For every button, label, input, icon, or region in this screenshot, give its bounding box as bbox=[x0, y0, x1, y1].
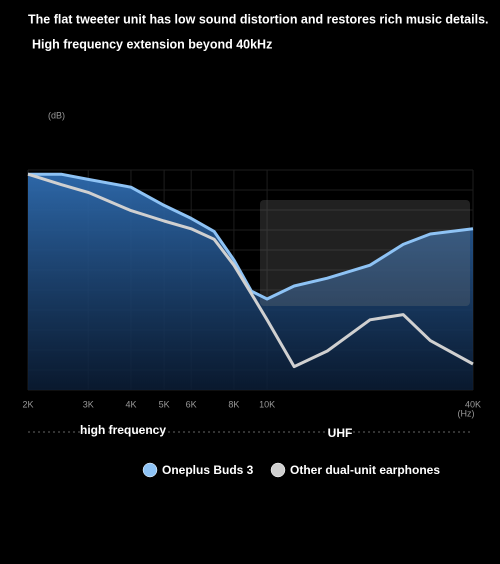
series-line bbox=[28, 172, 474, 301]
region-label: UHF bbox=[328, 426, 353, 440]
legend-swatch bbox=[142, 462, 158, 478]
series-area bbox=[28, 174, 473, 390]
series-line bbox=[27, 172, 474, 369]
x-tick-label: 3K bbox=[83, 399, 94, 409]
x-tick-label: 2K bbox=[22, 399, 33, 409]
chart-subtitle: High frequency extension beyond 40kHz bbox=[32, 37, 272, 51]
y-axis-label: (dB) bbox=[48, 110, 65, 120]
x-tick-label: 8K bbox=[228, 399, 239, 409]
region-label: high frequency bbox=[80, 423, 166, 437]
x-unit: (Hz) bbox=[458, 408, 475, 418]
legend-swatch bbox=[270, 462, 286, 478]
legend-label: Oneplus Buds 3 bbox=[162, 463, 254, 477]
x-tick-label: 10K bbox=[259, 399, 275, 409]
legend-label: Other dual-unit earphones bbox=[290, 463, 440, 477]
x-tick-label: 5K bbox=[159, 399, 170, 409]
x-tick-label: 4K bbox=[125, 399, 136, 409]
x-tick-label: 40K bbox=[465, 399, 481, 409]
x-tick-label: 6K bbox=[186, 399, 197, 409]
chart-title: The flat tweeter unit has low sound dist… bbox=[28, 12, 489, 26]
highlight-box bbox=[260, 200, 470, 306]
